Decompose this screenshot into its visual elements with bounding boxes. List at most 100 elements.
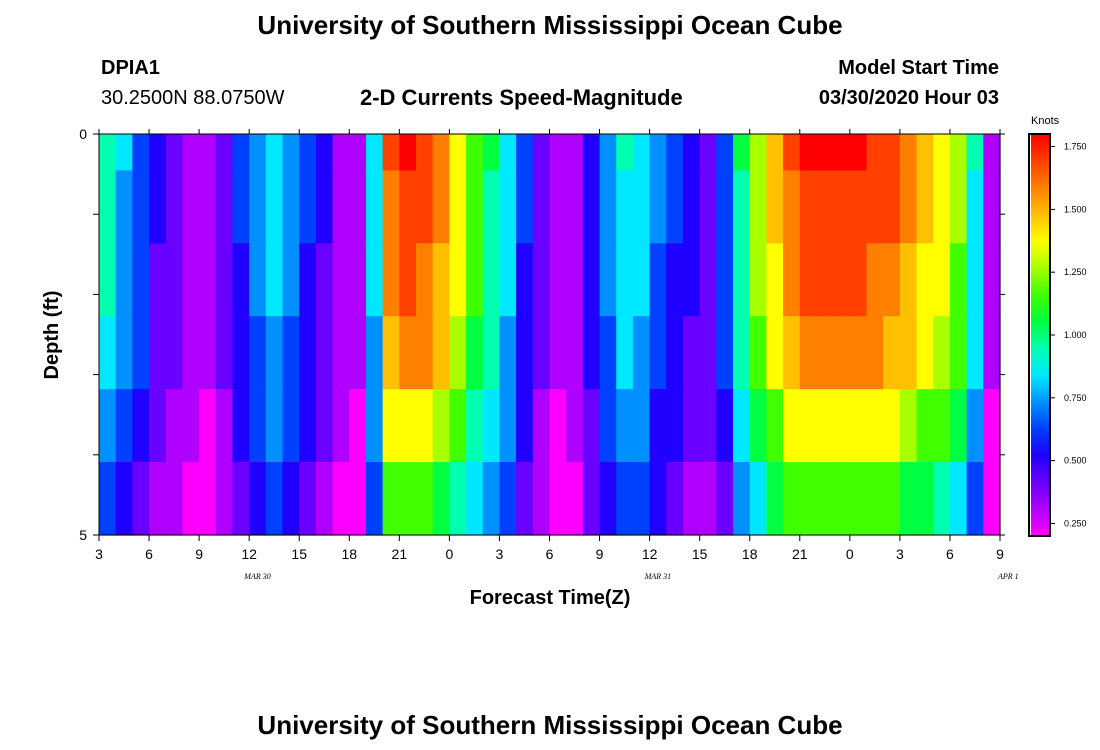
heatmap-cell — [682, 316, 701, 390]
heatmap-cell — [115, 170, 133, 244]
heatmap-cell — [983, 243, 1001, 317]
heatmap-cell — [449, 134, 467, 172]
colorbar-tick-label: 1.250 — [1064, 267, 1087, 277]
heatmap-cell — [499, 134, 517, 172]
heatmap-cell — [616, 316, 634, 390]
heatmap-cell — [165, 243, 184, 317]
colorbar-title: Knots — [1031, 115, 1060, 127]
heatmap-cell — [365, 134, 384, 172]
heatmap-cell — [466, 170, 484, 244]
heatmap-cell — [115, 243, 133, 317]
heatmap-cell — [682, 170, 701, 244]
heatmap-cell — [933, 170, 951, 244]
heatmap-cell — [249, 170, 267, 244]
heatmap-cell — [299, 462, 317, 536]
heatmap-cell — [265, 389, 284, 463]
heatmap-cell — [983, 170, 1001, 244]
heatmap-cell — [115, 316, 133, 390]
heatmap-cell — [532, 462, 551, 536]
heatmap-cell — [115, 134, 133, 172]
heatmap-cell — [466, 389, 484, 463]
x-tick-label: 9 — [596, 546, 604, 562]
heatmap-cell — [215, 243, 234, 317]
heatmap-cell — [816, 462, 834, 536]
heatmap-cell — [149, 389, 167, 463]
heatmap-cell — [199, 462, 217, 536]
model-start-value: 03/30/2020 Hour 03 — [818, 87, 999, 109]
heatmap-cell — [482, 462, 501, 536]
heatmap-cell — [716, 389, 734, 463]
heatmap-cell — [566, 243, 584, 317]
heatmap-cell — [182, 134, 200, 172]
heatmap-cell — [99, 134, 117, 172]
heatmap-cell — [132, 462, 150, 536]
heatmap-cell — [399, 389, 417, 463]
heatmap-cell — [349, 243, 367, 317]
station-id: DPIA1 — [101, 57, 160, 79]
heatmap-cell — [599, 462, 617, 536]
heatmap-cell — [365, 462, 384, 536]
heatmap-cell — [716, 170, 734, 244]
heatmap-cell — [416, 389, 434, 463]
heatmap-cell — [566, 462, 584, 536]
heatmap-cell — [182, 170, 200, 244]
heatmap-cell — [966, 243, 984, 317]
heatmap-cell — [849, 134, 868, 172]
heatmap-cell — [299, 170, 317, 244]
heatmap-cell — [682, 389, 701, 463]
heatmap-cell — [699, 316, 717, 390]
heatmap-cell — [482, 389, 501, 463]
heatmap-cell — [399, 134, 417, 172]
heatmap-cell — [749, 134, 768, 172]
heatmap-cell — [416, 316, 434, 390]
heatmap-cell — [716, 316, 734, 390]
x-tick-label: 3 — [896, 546, 904, 562]
heatmap-cell — [933, 243, 951, 317]
heatmap-cell — [199, 316, 217, 390]
heatmap-cell — [332, 243, 350, 317]
heatmap-cell — [749, 316, 768, 390]
heatmap-cell — [215, 462, 234, 536]
heatmap-cell — [933, 389, 951, 463]
heatmap-cell — [599, 389, 617, 463]
plot-title: 2-D Currents Speed-Magnitude — [360, 85, 683, 110]
heatmap-cell — [682, 462, 701, 536]
heatmap-cell — [883, 134, 901, 172]
heatmap-cell — [482, 243, 501, 317]
heatmap-cell — [866, 316, 884, 390]
heatmap-cell — [382, 134, 400, 172]
heatmap-cell — [949, 389, 968, 463]
heatmap-cell — [816, 389, 834, 463]
heatmap-cell — [549, 462, 567, 536]
heatmap-cell — [449, 462, 467, 536]
colorbar-tick-label: 0.500 — [1064, 456, 1087, 466]
heatmap-cell — [733, 462, 751, 536]
heatmap-cell — [499, 462, 517, 536]
y-tick-label: 0 — [79, 126, 87, 142]
heatmap-cell — [582, 134, 601, 172]
heatmap-cell — [516, 389, 534, 463]
heatmap-cell — [933, 462, 951, 536]
heatmap-cell — [933, 316, 951, 390]
heatmap-cell — [916, 462, 934, 536]
y-axis-label: Depth (ft) — [41, 291, 63, 380]
heatmap-cell — [199, 389, 217, 463]
heatmap-cell — [416, 462, 434, 536]
heatmap-cell — [115, 462, 133, 536]
y-tick-label: 5 — [79, 527, 87, 543]
heatmap-cell — [916, 134, 934, 172]
heatmap-cell — [699, 243, 717, 317]
heatmap-cell — [165, 462, 184, 536]
heatmap-cell — [649, 462, 667, 536]
heatmap-cell — [349, 462, 367, 536]
heatmap-cell — [382, 316, 400, 390]
heatmap-cell — [849, 170, 868, 244]
heatmap-cell — [566, 389, 584, 463]
heatmap-cell — [416, 170, 434, 244]
heatmap-cell — [265, 134, 284, 172]
heatmap-cell — [666, 389, 684, 463]
day-label: APR 1 — [997, 572, 1019, 581]
heatmap-cell — [449, 170, 467, 244]
heatmap-cell — [783, 243, 801, 317]
heatmap-cell — [866, 170, 884, 244]
